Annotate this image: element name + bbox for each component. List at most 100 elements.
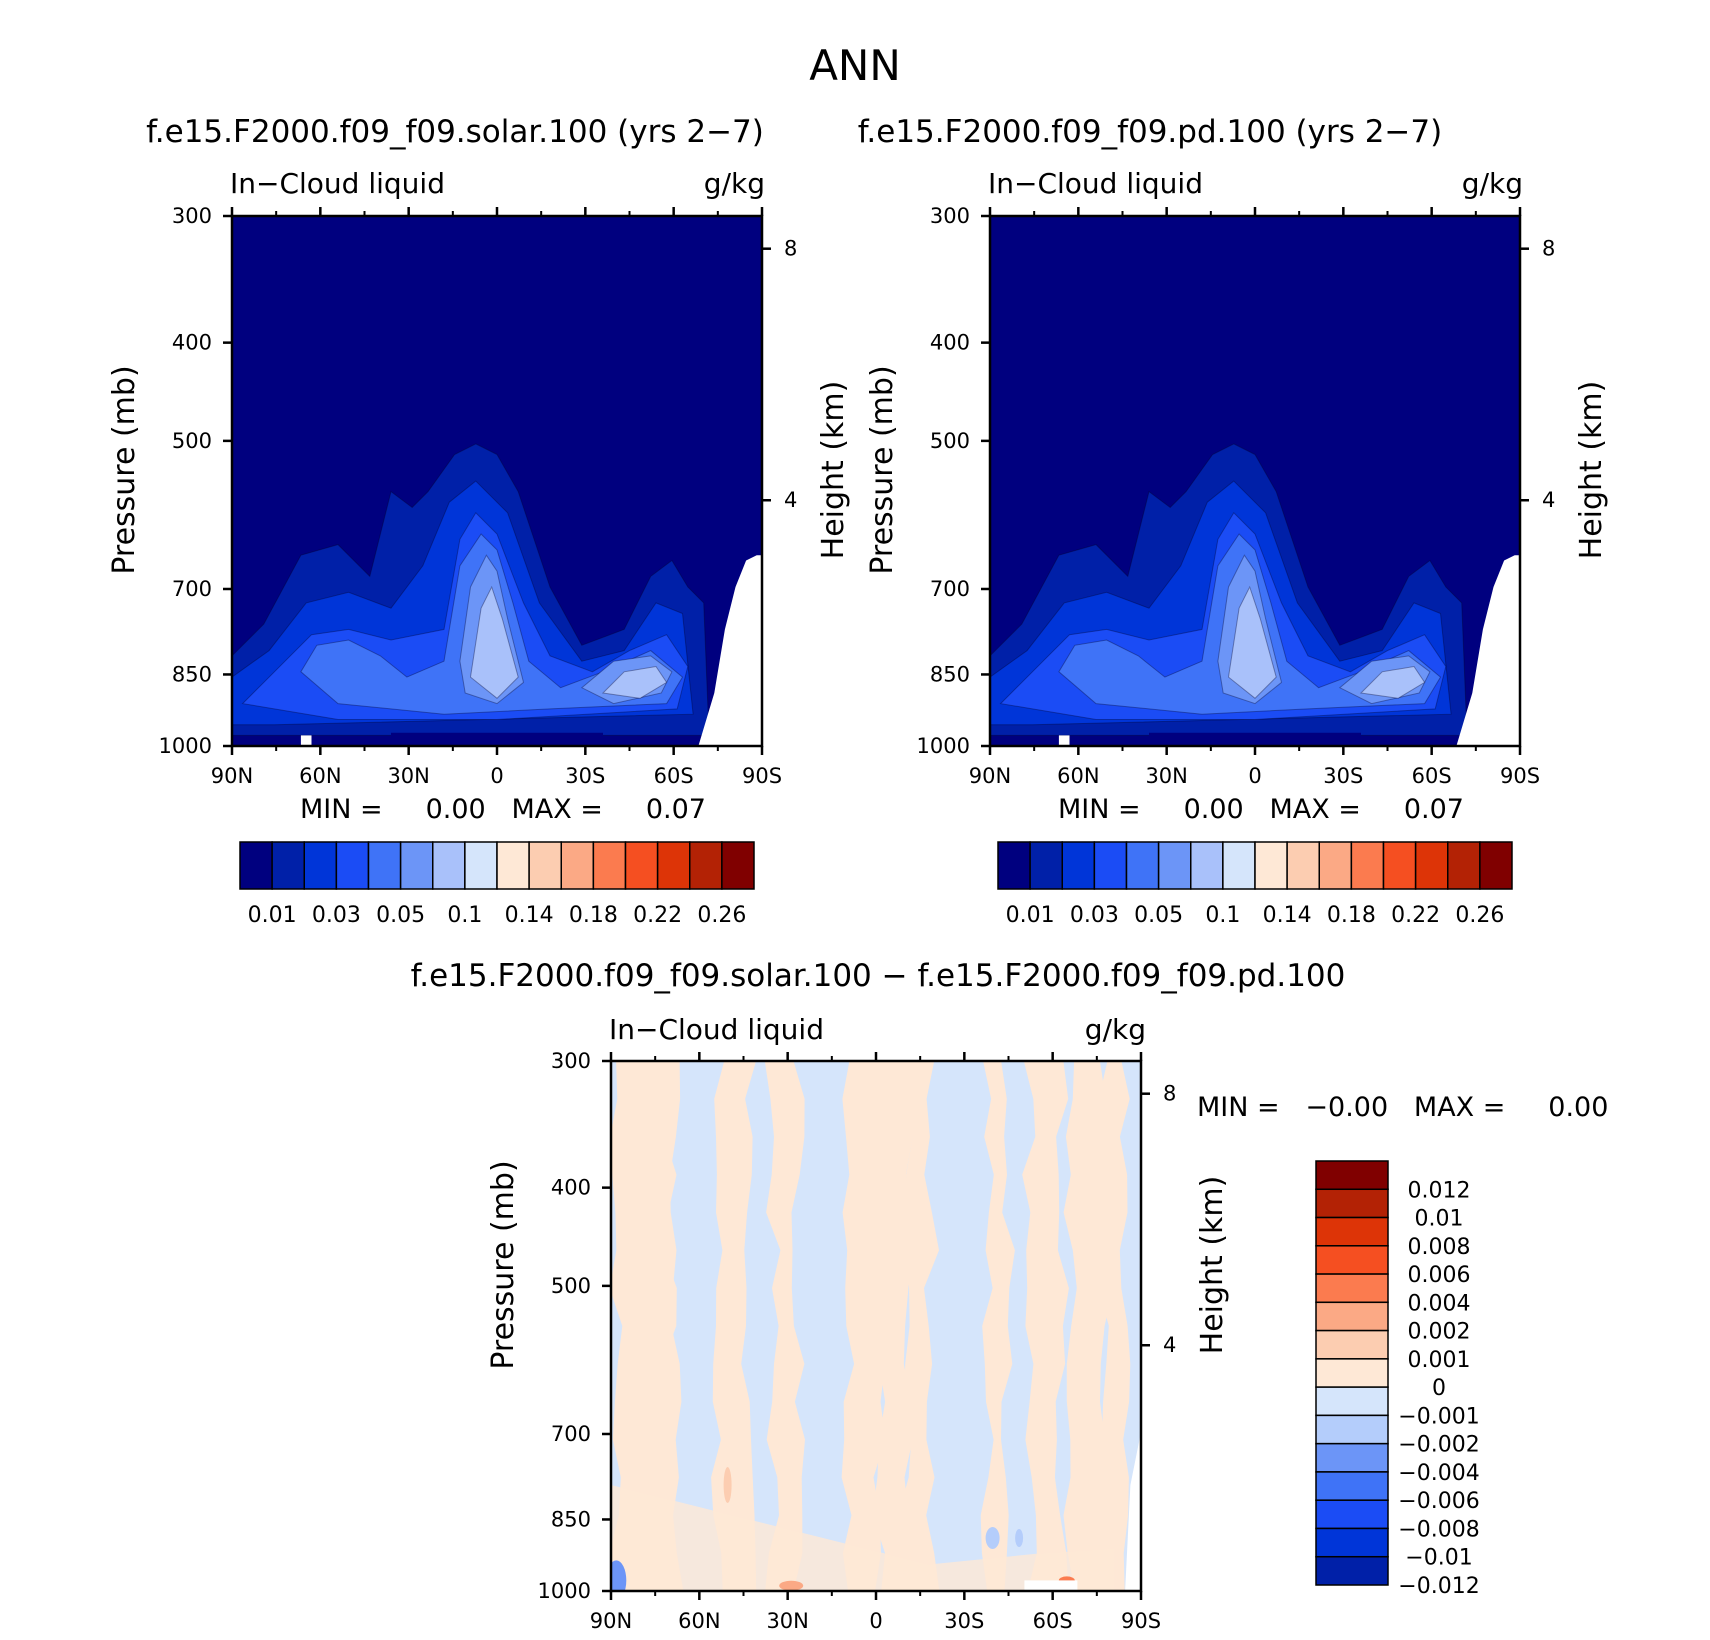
colorbar-swatch: [656, 841, 691, 890]
x-tick-label: 30S: [944, 1609, 984, 1633]
contour-level-6: [1227, 585, 1277, 699]
colorbar-swatch: [432, 841, 466, 890]
x-tick-label: 60N: [299, 764, 341, 788]
colorbar-swatch: [1315, 1414, 1389, 1445]
panel-2-title: f.e15.F2000.f09_f09.pd.100 (yrs 2−7): [858, 114, 1442, 150]
colorbar-swatch: [1414, 841, 1449, 890]
colorbar-label: 0.18: [1327, 903, 1376, 928]
contour-level-6: [601, 665, 668, 699]
y-tick-label: 1000: [917, 734, 970, 758]
colorbar-swatch: [560, 841, 595, 890]
y-right-tick-label: 4: [1163, 1333, 1176, 1357]
x-tick-label: 90S: [1121, 1609, 1161, 1633]
colorbar-swatch: [1093, 841, 1128, 890]
x-tick-label: 0: [1248, 764, 1261, 788]
colorbar-label: −0.004: [1398, 1461, 1479, 1486]
y-tick-label: 700: [172, 577, 212, 601]
colorbar-swatch: [1190, 841, 1224, 890]
y-tick-label: 500: [930, 429, 970, 453]
y-tick-label: 700: [551, 1422, 591, 1446]
missing-data: [1125, 1432, 1141, 1591]
panel-1: f.e15.F2000.f09_f09.solar.100 (yrs 2−7) …: [107, 114, 851, 928]
x-tick-label: 90N: [969, 764, 1011, 788]
y-tick-label: 850: [930, 662, 970, 686]
contour-level-pos: [980, 1061, 1015, 1591]
contour-level-6: [469, 585, 519, 699]
contour-fill: [611, 1061, 1141, 1591]
contour-level-pos: [1022, 1061, 1069, 1591]
x-tick-label: 60N: [1057, 764, 1099, 788]
panel-3-left-label: In−Cloud liquid: [609, 1013, 824, 1046]
colorbar-swatch: [1125, 841, 1160, 890]
y-tick-label: 400: [930, 331, 970, 355]
colorbar-swatch: [1315, 1358, 1389, 1388]
panel-3: f.e15.F2000.f09_f09.solar.100 − f.e15.F2…: [411, 958, 1609, 1633]
contour-level-pos: [611, 1485, 1115, 1591]
colorbar-label: 0.1: [1205, 903, 1240, 928]
colorbar-label: 0.14: [505, 903, 554, 928]
colorbar-swatch: [1318, 841, 1353, 890]
colorbar-swatch: [303, 841, 338, 890]
colorbar-swatch: [1315, 1301, 1389, 1332]
panel-1-title: f.e15.F2000.f09_f09.solar.100 (yrs 2−7): [146, 114, 764, 150]
y-right-tick-label: 8: [1542, 237, 1555, 261]
missing-data: [300, 735, 312, 746]
panel-3-units-label: g/kg: [1085, 1013, 1146, 1046]
y-tick-label: 700: [930, 577, 970, 601]
colorbar-swatch: [1315, 1160, 1389, 1191]
y-tick-label: 850: [172, 662, 212, 686]
contour-level-pos-2: [723, 1467, 732, 1503]
y-tick-label: 1000: [159, 734, 212, 758]
colorbar-label: 0.05: [376, 903, 425, 928]
contour-level-neg-2: [1015, 1529, 1024, 1547]
colorbar-swatch: [271, 841, 305, 890]
panel-1-plot-area: 90N 60N 30N 0 30S 60S 90S 300 400 500 700 850 1000 8 4: [159, 204, 798, 788]
colorbar-label: 0.14: [1263, 903, 1312, 928]
colorbar-label: 0.18: [569, 903, 618, 928]
contour-level-6: [1359, 665, 1426, 699]
contour-level-pos: [711, 1061, 757, 1591]
y-right-tick-label: 8: [784, 237, 797, 261]
colorbar-swatch: [496, 841, 530, 890]
colorbar-label: −0.01: [1405, 1546, 1472, 1571]
colorbar-swatch: [367, 841, 402, 890]
panel-1-colorbar: 0.01 0.03 0.05 0.1 0.14 0.18 0.22 0.26: [239, 841, 755, 928]
panel-3-ylabel: Pressure (mb): [486, 1160, 521, 1369]
colorbar-label: 0.03: [1070, 903, 1119, 928]
colorbar-swatch: [1315, 1527, 1389, 1558]
colorbar-label: 0.05: [1134, 903, 1183, 928]
x-tick-label: 90N: [590, 1609, 632, 1633]
colorbar-label: −0.002: [1398, 1433, 1479, 1458]
y-tick-label: 1000: [538, 1579, 591, 1603]
colorbar-swatch: [1029, 841, 1063, 890]
colorbar-swatch: [1315, 1273, 1389, 1304]
missing-data: [698, 555, 762, 746]
colorbar-label: 0.22: [633, 903, 682, 928]
colorbar-label: 0.01: [1415, 1207, 1464, 1232]
colorbar-swatch: [1350, 841, 1385, 890]
colorbar-swatch: [1382, 841, 1417, 890]
colorbar-label: 0.006: [1408, 1263, 1471, 1288]
colorbar-label: 0.008: [1408, 1235, 1471, 1260]
figure-title: ANN: [809, 41, 901, 90]
panel-2-units-label: g/kg: [1462, 167, 1523, 200]
y-right-tick-label: 4: [784, 488, 797, 512]
contour-fill: [990, 216, 1520, 746]
contour-level-pos: [1094, 1061, 1131, 1591]
x-tick-label: 60S: [1412, 764, 1452, 788]
colorbar-label: 0.001: [1408, 1348, 1471, 1373]
panel-2-minmax: MIN = 0.00 MAX = 0.07: [1058, 794, 1464, 825]
x-tick-label: 30N: [387, 764, 429, 788]
colorbar-swatch: [1315, 1188, 1389, 1219]
y-right-tick-label: 4: [1542, 488, 1555, 512]
colorbar-swatch: [1315, 1245, 1389, 1275]
colorbar-label: −0.006: [1398, 1489, 1479, 1514]
colorbar-swatch: [335, 841, 370, 890]
colorbar-label: 0.004: [1408, 1291, 1471, 1316]
colorbar-swatch: [239, 841, 273, 890]
panel-3-colorbar: 0.012 0.01 0.008 0.006 0.004 0.002 0.001 0 −0.00…: [1315, 1160, 1480, 1599]
panel-2-left-label: In−Cloud liquid: [988, 167, 1203, 200]
x-tick-label: 90N: [211, 764, 253, 788]
colorbar-swatch: [592, 841, 627, 890]
